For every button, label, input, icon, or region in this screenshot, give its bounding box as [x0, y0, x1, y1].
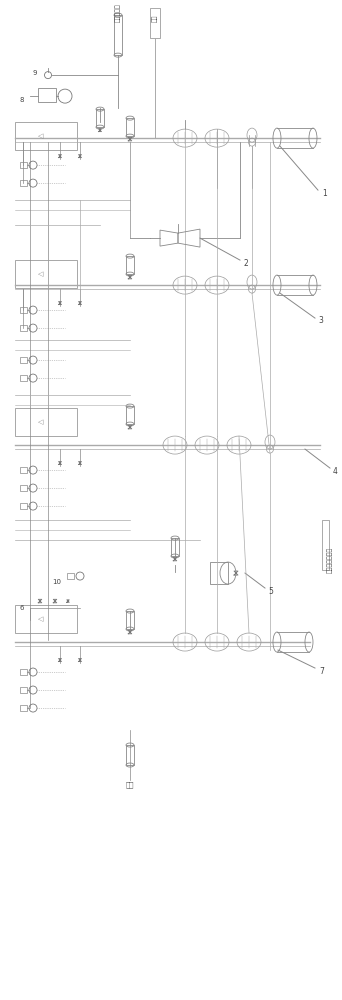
Bar	[20, 687, 27, 693]
Text: 2: 2	[244, 259, 249, 268]
Bar	[126, 256, 134, 274]
Bar	[15, 605, 77, 633]
Bar	[171, 538, 179, 556]
Bar	[20, 307, 27, 313]
Bar	[20, 375, 27, 381]
Bar	[38, 88, 56, 102]
Bar	[20, 180, 27, 186]
Bar	[15, 122, 77, 150]
Bar	[322, 520, 329, 570]
Bar	[126, 745, 134, 765]
Bar	[20, 325, 27, 331]
Bar	[210, 562, 228, 584]
Bar	[67, 573, 74, 579]
Bar	[20, 357, 27, 363]
Bar	[20, 162, 27, 168]
Text: 10: 10	[53, 579, 62, 585]
Text: 7: 7	[319, 667, 324, 676]
Text: ◁: ◁	[38, 133, 44, 139]
Text: 尾气回收处理水: 尾气回收处理水	[327, 547, 333, 573]
Bar	[20, 705, 27, 711]
Bar	[20, 467, 27, 473]
Bar	[20, 485, 27, 491]
Bar	[20, 503, 27, 509]
Bar	[15, 408, 77, 436]
Text: 清水: 清水	[126, 782, 134, 788]
Text: 5: 5	[268, 587, 273, 596]
Bar	[15, 260, 77, 288]
Text: 4: 4	[333, 467, 338, 476]
Bar	[96, 109, 104, 127]
Text: 8: 8	[20, 97, 24, 103]
Text: ◁: ◁	[38, 616, 44, 622]
Bar	[150, 8, 160, 38]
Text: 辅气: 辅气	[152, 14, 158, 22]
Text: 洗涤器用水: 洗涤器用水	[115, 3, 121, 22]
Text: ◁: ◁	[38, 271, 44, 277]
Bar	[126, 406, 134, 424]
Text: 9: 9	[33, 70, 37, 76]
Bar	[114, 15, 122, 55]
Bar	[126, 118, 134, 136]
Text: 6: 6	[20, 605, 24, 611]
Text: 3: 3	[318, 316, 323, 325]
Text: ◁: ◁	[38, 419, 44, 425]
Bar	[20, 669, 27, 675]
Bar	[126, 611, 134, 629]
Text: 1: 1	[322, 189, 327, 198]
